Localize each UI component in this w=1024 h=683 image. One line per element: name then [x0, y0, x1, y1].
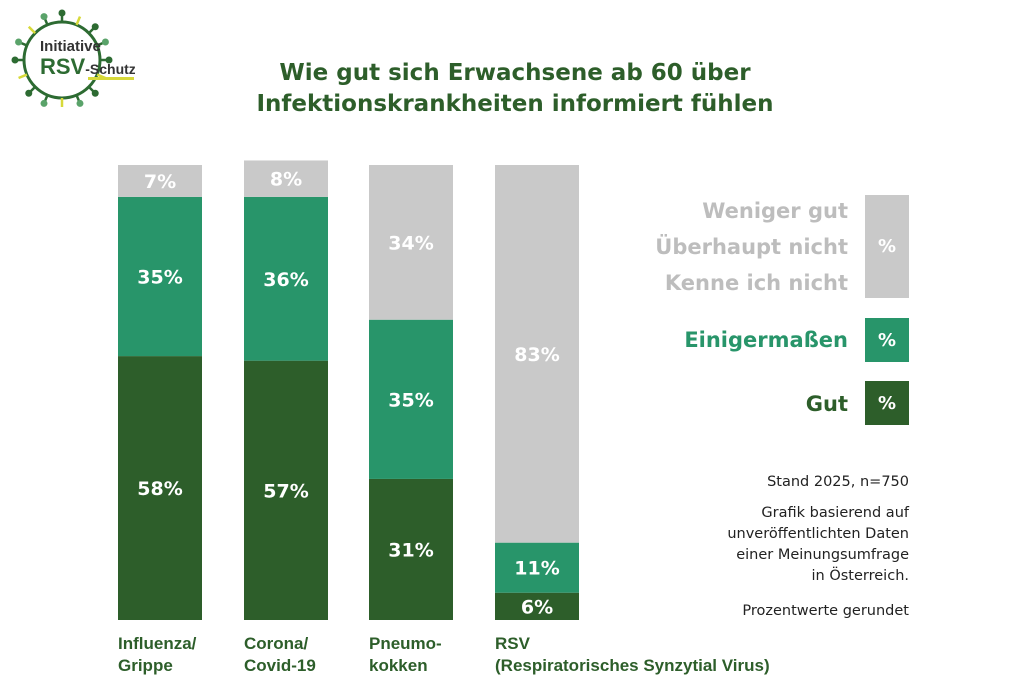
data-label: 8% [270, 169, 302, 191]
data-label: 11% [514, 558, 559, 580]
data-label: 36% [263, 269, 308, 291]
category-label-line: Covid-19 [244, 656, 316, 675]
category-label-line: RSV [495, 634, 530, 653]
note-stand: Stand 2025, n=750 [767, 474, 909, 490]
category-label-line: Pneumo- [369, 634, 442, 653]
virus-spike-tip [15, 38, 23, 46]
virus-spike-tip [58, 9, 66, 17]
bar-segment-einigermassen [369, 319, 453, 479]
chart-title-line-2: Infektionskrankheiten informiert fühlen [256, 91, 774, 117]
bar-segment-gut [244, 360, 328, 620]
bar-segment-einigermassen [495, 542, 579, 593]
logo-rsv: RSV [40, 54, 86, 79]
virus-spike-tip [76, 99, 84, 107]
virus-spike-tip [11, 56, 19, 64]
legend-swatch-gut: % [865, 381, 909, 425]
category-label: Pneumo-kokken [369, 633, 442, 677]
bar-segment-weniger [495, 165, 579, 543]
legend-label-einigermassen: Einigermaßen [684, 322, 848, 358]
data-label: 6% [521, 596, 553, 618]
note-source-line: einer Meinungsumfrage [736, 547, 909, 563]
category-label-line: Influenza/ [118, 634, 197, 653]
virus-spike-tip [105, 56, 113, 64]
data-label: 57% [263, 480, 308, 502]
virus-ring-icon [11, 9, 113, 107]
virus-spike [75, 16, 82, 26]
legend-label-gut: Gut [806, 386, 848, 422]
data-label: 7% [144, 171, 176, 193]
legend-swatch-weniger: % [865, 195, 909, 298]
svg-text:RSV-Schutz: RSV-Schutz [40, 54, 135, 79]
legend-line: Überhaupt nicht [655, 235, 848, 259]
chart-title-line-1: Wie gut sich Erwachsene ab 60 über [279, 60, 751, 86]
category-label: Corona/Covid-19 [244, 633, 316, 677]
virus-spike [18, 73, 28, 80]
category-label-line: Corona/ [244, 634, 309, 653]
virus-spike-tip [91, 23, 99, 31]
virus-spike-tip [40, 13, 48, 21]
note-source-line: Grafik basierend auf [761, 505, 909, 521]
virus-spike-tip [25, 89, 33, 97]
bar-segment-weniger [118, 165, 202, 197]
virus-spike-tip [40, 99, 48, 107]
initiative-rsv-schutz-logo: Initiative RSV-Schutz [11, 9, 135, 107]
data-label: 58% [137, 478, 182, 500]
data-label: 31% [388, 539, 433, 561]
legend-line: Kenne ich nicht [664, 271, 848, 295]
virus-spike-tip [91, 89, 99, 97]
bar-segment-gut [118, 356, 202, 620]
legend-swatch-einigermassen: % [865, 318, 909, 362]
legend-line: Gut [805, 392, 848, 416]
data-label: 35% [137, 266, 182, 288]
data-label: 35% [388, 389, 433, 411]
logo-underline [88, 77, 134, 80]
note-source-line: in Österreich. [811, 568, 909, 584]
category-label-line: kokken [369, 656, 428, 675]
legend-line: Weniger gut [702, 199, 848, 223]
legend-line: Einigermaßen [684, 328, 848, 352]
note-rounded: Prozentwerte gerundet [742, 603, 909, 619]
category-label: RSV (Respiratorisches Synzytial Virus) [495, 633, 770, 677]
category-label: Influenza/Grippe [118, 633, 196, 677]
note-source-line: unveröffentlichten Daten [727, 526, 909, 542]
data-label: 83% [514, 344, 559, 366]
bar-segment-einigermassen [244, 196, 328, 361]
bar-segment-gut [369, 478, 453, 620]
logo-schutz: -Schutz [85, 61, 135, 77]
virus-spike-tip [101, 38, 109, 46]
bar-segment-einigermassen [118, 196, 202, 357]
legend-label-weniger: Weniger gut Überhaupt nicht Kenne ich ni… [655, 193, 848, 301]
data-label: 34% [388, 232, 433, 254]
note-source: Grafik basierend auf unveröffentlichten … [727, 503, 909, 587]
logo-line1: Initiative [40, 38, 101, 55]
bar-segment-weniger [244, 160, 328, 197]
category-label-line: (Respiratorisches Synzytial Virus) [495, 656, 770, 675]
virus-spike [27, 25, 37, 35]
bar-segment-weniger [369, 165, 453, 320]
bar-segment-gut [495, 592, 579, 620]
category-label-line: Grippe [118, 656, 173, 675]
